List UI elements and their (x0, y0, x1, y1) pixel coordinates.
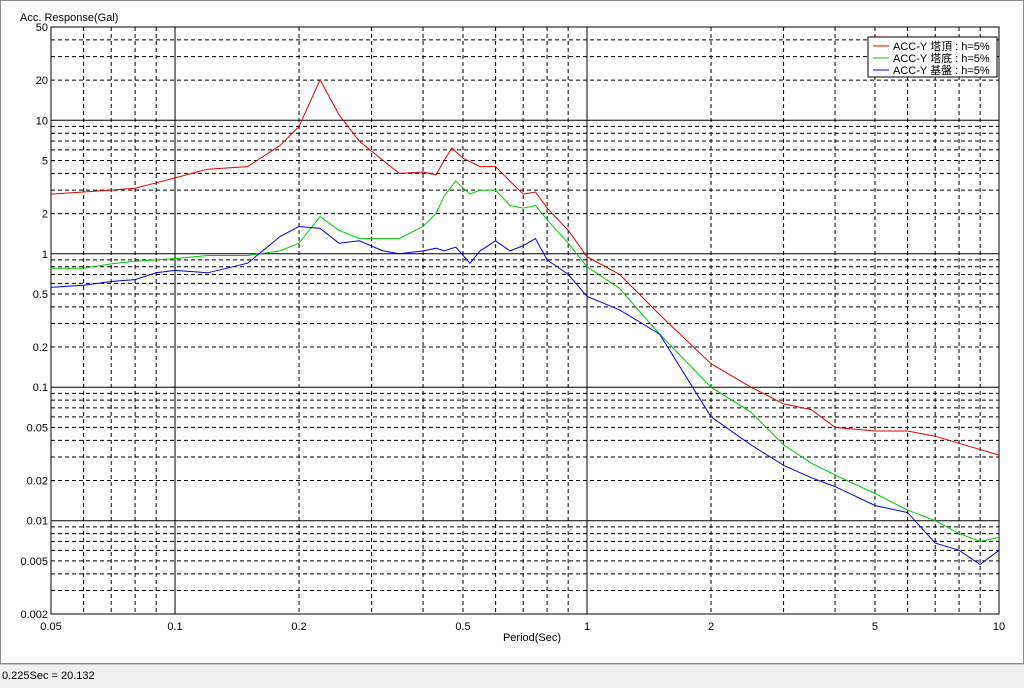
legend: ACC-Y 塔頂 : h=5% ACC-Y 塔底 : h=5% ACC-Y 基盤… (867, 36, 998, 78)
y-tick-label: 0.2 (33, 342, 48, 354)
y-tick-label: 0.01 (27, 516, 48, 528)
x-tick-label: 2 (708, 621, 714, 633)
y-tick-label: 0.002 (20, 609, 48, 621)
y-tick-label: 2 (42, 209, 48, 221)
tick-labels: 0.05 0.1 0.2 0.5 1 2 5 10 0.002 0.005 0.01 0.02 0.05… (20, 22, 1005, 633)
legend-label-top: ACC-Y 塔頂 : h=5% (893, 40, 990, 53)
x-axis-label: Period(Sec) (503, 632, 561, 644)
x-tick-label: 5 (872, 621, 878, 633)
x-tick-label: 0.5 (455, 621, 470, 633)
legend-box (867, 36, 998, 78)
y-tick-label: 10 (36, 115, 48, 127)
series-line-bottom (51, 180, 1000, 542)
y-tick-label: 0.05 (27, 422, 48, 434)
legend-label-base: ACC-Y 基盤 : h=5% (893, 64, 990, 77)
x-tick-label: 10 (993, 621, 1005, 633)
series-line-base (50, 225, 1000, 566)
x-tick-label: 0.05 (40, 621, 61, 633)
y-tick-label: 0.1 (33, 382, 48, 394)
cursor-readout: 0.225Sec = 20.132 (2, 670, 95, 682)
chart-area: 0.05 0.1 0.2 0.5 1 2 5 10 0.002 0.005 0.01 0.02 0.05… (0, 0, 1024, 664)
y-tick-label: 0.02 (27, 476, 48, 488)
x-tick-label: 0.1 (167, 621, 182, 633)
x-tick-label: 1 (584, 621, 590, 633)
y-tick-label: 50 (36, 22, 48, 34)
y-axis-label: Acc. Response(Gal) (20, 12, 118, 24)
status-bar: 0.225Sec = 20.132 (0, 664, 1024, 688)
series-lines (50, 78, 1000, 566)
response-spectrum-chart: 0.05 0.1 0.2 0.5 1 2 5 10 0.002 0.005 0.01 0.02 0.05… (20, 12, 1005, 644)
y-tick-label: 5 (42, 155, 48, 167)
y-tick-label: 20 (36, 75, 48, 87)
y-tick-label: 0.005 (20, 556, 48, 568)
legend-label-bottom: ACC-Y 塔底 : h=5% (893, 51, 990, 65)
grid-lines (51, 27, 999, 614)
plot-frame (50, 26, 1000, 615)
series-line-top (50, 78, 1000, 456)
y-tick-label: 0.5 (33, 289, 48, 301)
y-tick-label: 1 (42, 249, 48, 261)
x-tick-label: 0.2 (291, 621, 306, 633)
